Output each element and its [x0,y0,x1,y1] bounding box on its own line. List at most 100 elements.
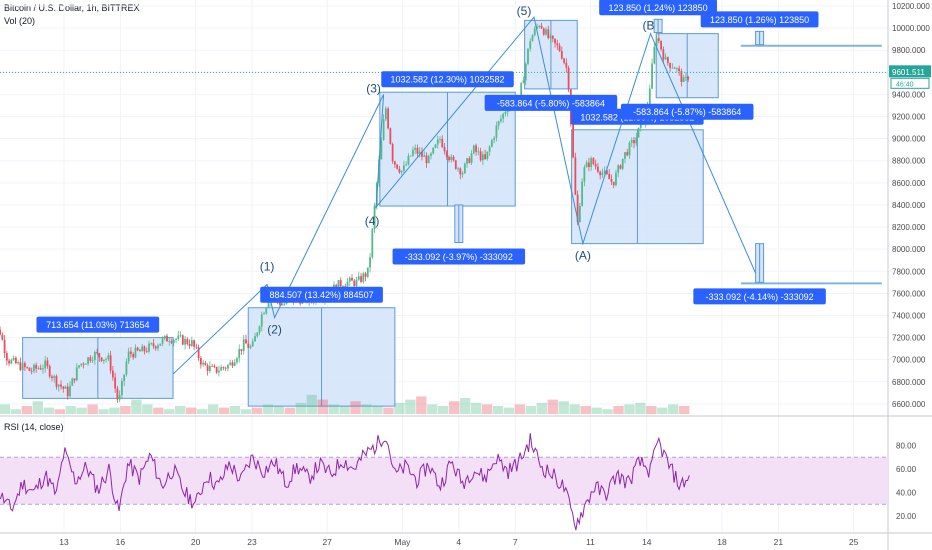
candle-body [502,113,505,119]
candle-body [357,276,360,280]
candle-body [152,343,155,347]
price-tick-label: 9000.000 [892,135,926,144]
candle-body [585,162,588,168]
candle-body [143,346,146,352]
candle-body [258,326,261,333]
candle-body [5,353,8,361]
volume-bar [646,406,657,414]
candle-body [430,153,432,156]
volume-bar [481,404,493,414]
candle-body [229,362,232,366]
candle-body [193,340,195,347]
candle-body [8,360,11,364]
candle-body [125,361,128,375]
volume-bar [10,409,22,414]
candle-body [51,376,53,378]
candle-body [84,363,87,365]
candle-body [23,363,26,368]
candle-body [398,168,401,173]
measure-label: 1032.582 (12.30%) 1032582 [390,75,504,85]
candle-body [685,76,687,78]
volume-bar [295,402,306,414]
volume-bar [383,407,394,414]
time-tick-label: 18 [717,537,727,547]
candle-body [615,172,617,186]
measure-label: 884.507 (13.42%) 884507 [270,290,374,300]
wave-label: (A) [575,249,591,263]
candle-body [351,277,353,281]
candle-body [439,138,441,140]
volume-bar [262,404,274,414]
price-axis: 6600.000 6800.000 7000.000 7200.000 7400.000… [892,2,930,409]
volume-bar [21,406,33,414]
candle-body [168,341,171,343]
volume-bar [536,402,548,414]
candle-body [249,346,252,348]
marker-label: 123.850 (1.26%) 123850 [710,15,809,25]
volume-bar [32,401,43,414]
candle-body [211,366,214,367]
candle-body [606,170,608,174]
volume-bar [591,407,602,414]
measure-label-bg [620,103,754,120]
candle-body [224,367,227,369]
candle-body [590,158,593,167]
candle-body [130,351,132,355]
candle-body [353,280,356,286]
candle-body [452,156,455,161]
volume-label: Vol (20) [4,16,36,26]
volume-bar [459,398,471,414]
candle-body [33,364,35,372]
candle-body [391,143,394,162]
candle-body [538,25,541,27]
candle-body [44,360,47,369]
price-tick-label: 7400.000 [892,311,926,320]
candle-body [628,142,631,156]
candle-body [651,63,653,89]
time-tick-label: 25 [849,537,859,547]
candle-body [14,357,17,364]
candle-body [283,303,286,305]
candle-body [531,35,534,42]
candle-body [82,363,85,365]
candle-body [206,365,209,371]
candle-body [500,118,502,122]
candle-body [1,334,4,340]
candle-body [594,164,597,167]
candle-body [409,155,412,157]
candle-body [35,364,38,369]
candle-body [28,367,31,371]
wave-label: (1) [260,260,275,274]
marker-label-bg [599,0,717,16]
candle-body [389,128,392,144]
candle-body [220,367,223,371]
candle-body [621,158,624,169]
volume-bar [218,407,230,414]
candle-body [443,147,446,152]
candle-body [671,67,674,69]
price-tick-label: 9200.000 [892,113,926,122]
candle-body [215,366,218,373]
candle-body [87,357,89,364]
volume-bar [43,407,54,414]
candle-body [459,168,462,175]
candle-body [472,145,475,154]
candle-body [355,279,358,286]
volume-bar [503,407,515,414]
candle-body [233,362,236,366]
candle-body [150,343,153,345]
candle-body [53,376,56,378]
measure-labels: 713.654 (11.03%) 713654 884.507 (13.42%) … [36,0,826,333]
candle-body [231,362,234,366]
volume-bar [240,409,252,414]
measure-label: 713.654 (11.03%) 713654 [46,320,149,330]
volume-bar [361,404,372,414]
volume-bar [602,409,613,414]
candle-body [62,386,65,389]
volume-bar [492,406,504,414]
rsi-tick-label: 80.00 [896,442,917,451]
candle-body [89,357,92,361]
candle-body [653,46,656,64]
volume-bar [525,406,537,414]
